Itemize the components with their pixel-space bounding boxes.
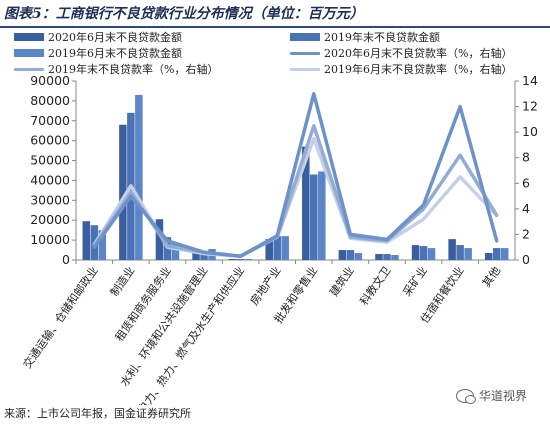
category-label: 建筑业 <box>326 264 356 299</box>
bar <box>427 248 436 260</box>
series-line <box>92 136 499 258</box>
bar <box>310 174 318 260</box>
bar <box>411 245 420 260</box>
bar <box>492 248 501 260</box>
wechat-icon <box>456 388 476 404</box>
bar <box>228 259 237 260</box>
bar <box>375 254 383 260</box>
bar <box>155 219 164 260</box>
bar <box>192 251 200 260</box>
legend-swatch <box>14 49 44 57</box>
y-tick-label: 70000 <box>30 113 70 128</box>
bar <box>338 250 347 260</box>
category-label: 采矿业 <box>400 264 430 298</box>
chart-legend: 2020年6月末不良贷款金额 2019年末不良贷款金额 2019年6月末不良贷款金额… <box>4 30 544 76</box>
bar <box>82 221 91 260</box>
bar <box>98 230 107 260</box>
y2-tick-label: 10 <box>522 124 538 139</box>
bar <box>244 259 253 260</box>
y-tick-label: 50000 <box>30 153 70 168</box>
y-tick-label: 40000 <box>30 172 70 187</box>
watermark-text: 华道视界 <box>479 389 528 403</box>
bar <box>484 253 493 260</box>
legend-swatch <box>290 67 320 71</box>
y2-tick-label: 4 <box>522 201 530 216</box>
bar <box>419 246 428 260</box>
bar <box>119 124 127 260</box>
legend-swatch <box>290 33 320 41</box>
legend-item: 2019年6月末不良贷款率（%，右轴） <box>290 62 512 76</box>
bar <box>346 250 355 260</box>
legend-item: 2020年6月末不良贷款金额 <box>14 30 182 44</box>
legend-label: 2019年末不良贷款率（%，右轴） <box>48 63 219 76</box>
bar <box>391 255 399 260</box>
bar <box>171 243 180 260</box>
y-tick-label: 90000 <box>30 76 70 88</box>
bar <box>281 236 289 260</box>
legend-label: 2020年6月末不良贷款率（%，右轴） <box>324 47 513 60</box>
y2-tick-label: 6 <box>522 175 530 190</box>
bar <box>200 251 208 260</box>
chart-plot: 0 10000 20000 30000 40000 50000 60000 70000 8000… <box>20 76 538 405</box>
legend-item: 2020年6月末不良贷款率（%，右轴） <box>290 46 512 60</box>
y2-tick-label: 14 <box>522 76 538 88</box>
bar <box>135 94 143 260</box>
category-label: 房地产业 <box>247 264 284 308</box>
y2-tick-label: 12 <box>522 99 538 114</box>
legend-swatch <box>290 51 320 55</box>
category-label: 制造业 <box>107 264 137 299</box>
legend-item: 2019年6月末不良贷款金额 <box>14 46 182 60</box>
source-note: 来源：上市公司年报，国金证券研究所 <box>4 407 191 420</box>
y2-tick-label: 0 <box>522 252 530 267</box>
y-tick-label: 0 <box>62 252 70 267</box>
bar <box>354 253 363 260</box>
bar <box>383 254 391 260</box>
title-bar: 图表5：工商银行不良贷款行业分布情况（单位：百万元） <box>0 0 550 28</box>
y-tick-label: 60000 <box>30 133 70 148</box>
y-tick-label: 80000 <box>30 93 70 108</box>
legend-swatch <box>14 33 44 41</box>
legend-label: 2019年6月末不良贷款金额 <box>48 47 182 60</box>
y-tick-label: 10000 <box>30 232 70 247</box>
bar <box>273 236 281 260</box>
category-label: 其他 <box>480 264 503 289</box>
chart-title: 图表5：工商银行不良贷款行业分布情况（单位：百万元） <box>4 6 364 22</box>
series-line <box>92 124 499 258</box>
legend-label: 2019年末不良贷款金额 <box>324 31 440 44</box>
bar <box>236 259 245 260</box>
bar <box>500 248 509 260</box>
category-label: 交通运输、仓储和邮政业 <box>20 264 101 371</box>
y-tick-label: 30000 <box>30 192 70 207</box>
legend-label: 2020年6月末不良贷款金额 <box>48 31 182 44</box>
legend-label: 2019年6月末不良贷款率（%，右轴） <box>324 63 513 76</box>
y-tick-label: 20000 <box>30 212 70 227</box>
category-label: 科教文卫 <box>357 264 394 308</box>
bar <box>302 146 310 260</box>
bar <box>265 239 273 260</box>
bar <box>318 171 326 260</box>
watermark: 华道视界 <box>456 387 527 404</box>
bar <box>464 248 472 260</box>
legend-swatch <box>14 67 44 71</box>
legend-item: 2019年末不良贷款率（%，右轴） <box>14 62 218 76</box>
bar <box>456 245 464 260</box>
series-line <box>92 92 499 258</box>
y2-tick-label: 8 <box>522 150 530 165</box>
y2-tick-label: 2 <box>522 226 530 241</box>
bar <box>448 239 456 260</box>
legend-item: 2019年末不良贷款金额 <box>290 30 440 44</box>
